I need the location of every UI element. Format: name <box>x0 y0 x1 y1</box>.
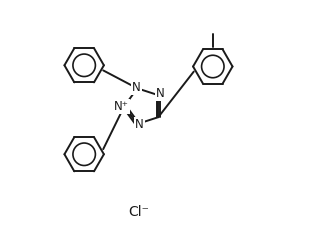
Text: N: N <box>135 118 144 131</box>
Text: N⁺: N⁺ <box>114 100 129 113</box>
Text: N: N <box>132 81 141 94</box>
Text: N: N <box>156 87 164 100</box>
Text: Cl⁻: Cl⁻ <box>128 205 149 219</box>
